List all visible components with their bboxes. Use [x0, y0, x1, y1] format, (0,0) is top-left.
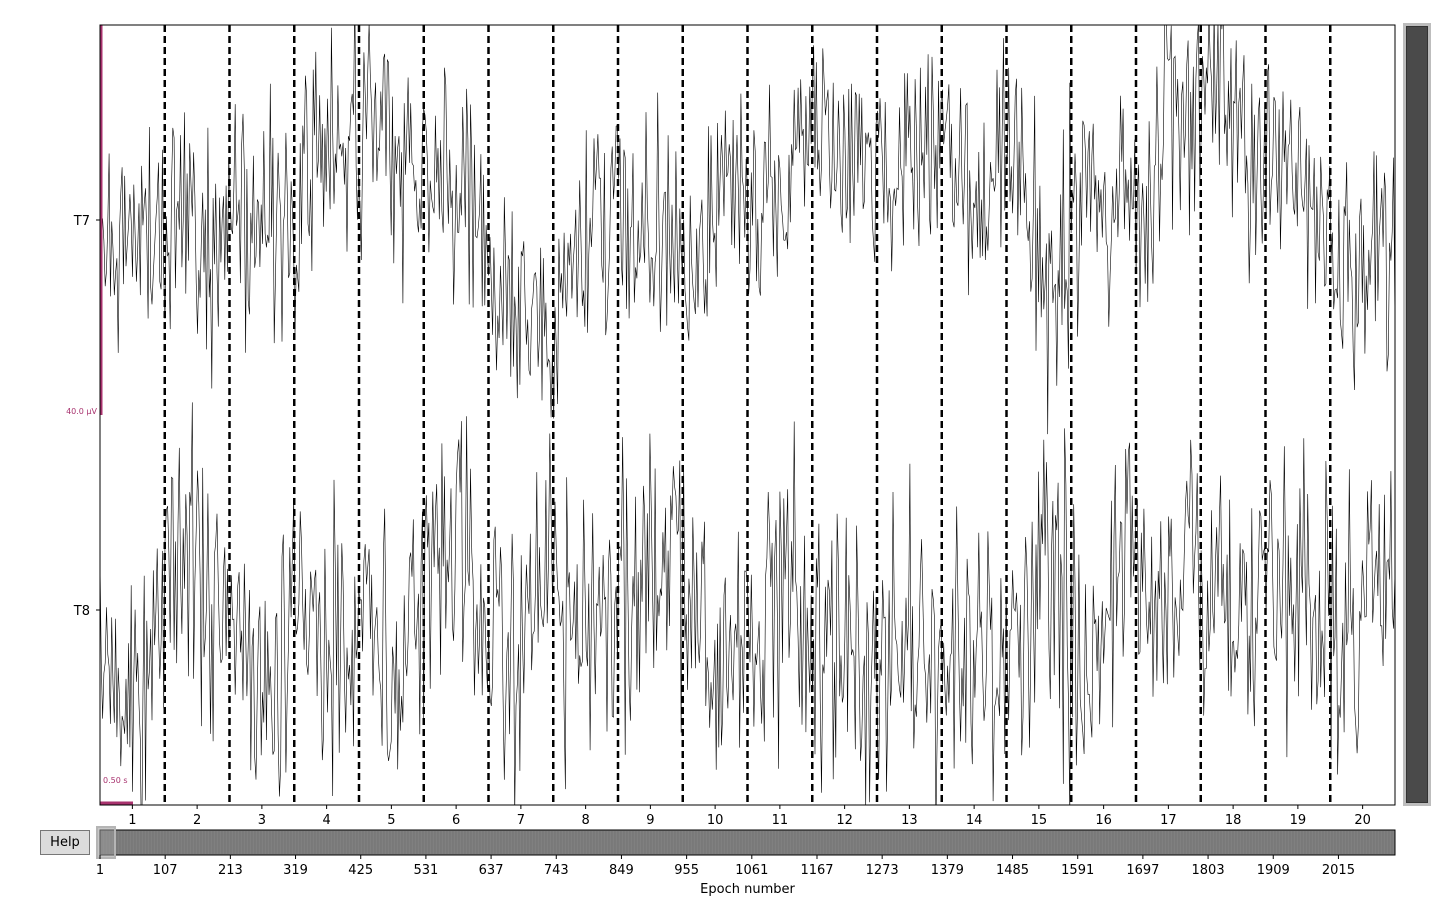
- overview-tick-label: 849: [609, 863, 634, 878]
- x-tick-label: 12: [836, 813, 853, 828]
- overview-tick-label: 637: [479, 863, 504, 878]
- trace-t8: [100, 402, 1395, 805]
- x-tick-label: 15: [1031, 813, 1048, 828]
- overview-tick-label: 213: [218, 863, 243, 878]
- x-tick-label: 3: [258, 813, 266, 828]
- trace-t7: [100, 25, 1395, 435]
- overview-tick-label: 531: [413, 863, 438, 878]
- overview-tick-label: 1485: [996, 863, 1029, 878]
- overview-tick-label: 1273: [866, 863, 899, 878]
- x-tick-label: 19: [1290, 813, 1307, 828]
- channel-scrollbar[interactable]: [1403, 23, 1431, 806]
- overview-tick-label: 1591: [1061, 863, 1094, 878]
- x-tick-label: 1: [128, 813, 136, 828]
- channel-label-t7[interactable]: T7: [73, 214, 90, 229]
- channel-axis: T7 T8: [73, 214, 100, 619]
- x-tick-label: 6: [452, 813, 460, 828]
- overview-tick-label: 955: [674, 863, 699, 878]
- overview-tick-label: 1379: [931, 863, 964, 878]
- eeg-traces: [100, 25, 1395, 805]
- overview-tick-label: 1697: [1126, 863, 1159, 878]
- x-tick-label: 2: [193, 813, 201, 828]
- overview-tick-label: 2015: [1322, 863, 1355, 878]
- x-tick-label: 14: [966, 813, 983, 828]
- overview-tick-label: 1061: [735, 863, 768, 878]
- overview-stripes: [101, 831, 1393, 854]
- channel-label-t8[interactable]: T8: [73, 604, 90, 619]
- overview-tick-label: 1803: [1192, 863, 1225, 878]
- x-tick-label: 7: [517, 813, 525, 828]
- overview-tick-label: 743: [544, 863, 569, 878]
- x-tick-label: 17: [1160, 813, 1177, 828]
- overview-tick-label: 1: [96, 863, 104, 878]
- channel-scrollbar-thumb[interactable]: [1406, 26, 1428, 803]
- x-tick-label: 18: [1225, 813, 1242, 828]
- x-tick-label: 10: [707, 813, 724, 828]
- x-tick-label: 8: [581, 813, 589, 828]
- overview-view-marker[interactable]: [96, 826, 116, 859]
- x-tick-label: 20: [1354, 813, 1371, 828]
- overview-tick-label: 1909: [1257, 863, 1290, 878]
- plot-frame: [99, 24, 1396, 806]
- overview-tick-label: 107: [153, 863, 178, 878]
- overview-xlabel: Epoch number: [700, 882, 795, 897]
- overview-axis: 1 107 213 319 425 531 637 743 849 955 1061 1167 1273…: [96, 855, 1355, 878]
- scalebar: 40.0 µV 0.50 s: [66, 25, 133, 805]
- x-tick-label: 16: [1095, 813, 1112, 828]
- x-tick-label: 11: [772, 813, 789, 828]
- x-tick-label: 4: [322, 813, 330, 828]
- overview-tick-label: 425: [348, 863, 373, 878]
- overview-tick-label: 319: [283, 863, 308, 878]
- help-button[interactable]: Help: [40, 830, 90, 855]
- x-tick-label: 5: [387, 813, 395, 828]
- x-tick-label: 13: [901, 813, 918, 828]
- epoch-boundaries: [163, 25, 1332, 805]
- scalebar-time-label: 0.50 s: [103, 776, 128, 785]
- x-tick-label: 9: [646, 813, 654, 828]
- overview-tick-label: 1167: [800, 863, 833, 878]
- scalebar-amplitude-label: 40.0 µV: [66, 407, 97, 416]
- x-axis: 1 2 3 4 5 6 7 8 9 10 11 12 13 14 15 16 17 18 19 20: [128, 805, 1371, 828]
